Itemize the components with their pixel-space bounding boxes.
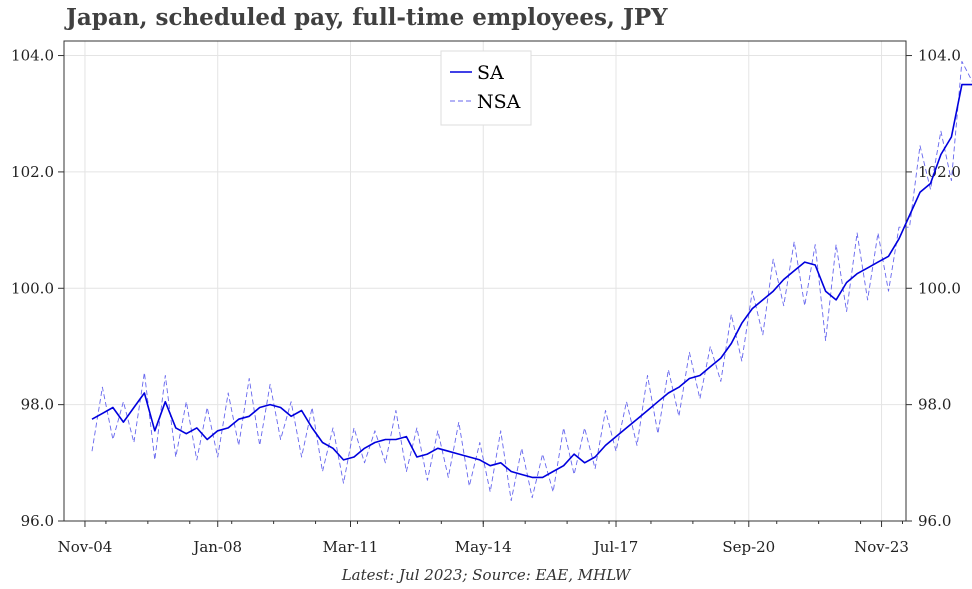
legend-box	[440, 50, 532, 126]
y-tick-label-right: 104.0	[918, 47, 961, 65]
y-tick-label-left: 96.0	[21, 512, 54, 530]
x-tick-label: May-14	[455, 538, 512, 556]
y-tick-label-left: 98.0	[21, 396, 54, 414]
axes: 96.0 96.0 98.0 98.0 100.0 100.0 102.0 102.0 104.…	[11, 47, 961, 556]
series-line-nsa	[91, 60, 972, 502]
legend-label-nsa: NSA	[477, 91, 521, 113]
y-tick-label-right: 98.0	[918, 396, 951, 414]
y-tick-label-right: 96.0	[918, 512, 951, 530]
y-tick-label-left: 104.0	[11, 47, 54, 65]
chart-title: Japan, scheduled pay, full-time employee…	[66, 4, 668, 31]
x-tick-label: Jan-08	[191, 538, 242, 556]
x-tick-label: Sep-20	[722, 538, 775, 556]
x-tick-label: Jul-17	[592, 538, 639, 556]
y-tick-label-left: 102.0	[11, 163, 54, 181]
y-tick-label-right: 100.0	[918, 279, 961, 297]
x-tick-label: Mar-11	[323, 538, 379, 556]
series-lines	[91, 60, 972, 502]
legend-label-sa: SA	[477, 62, 504, 84]
series-line-sa	[91, 83, 972, 479]
source-footnote: Latest: Jul 2023; Source: EAE, MHLW	[341, 566, 631, 584]
legend: SA NSA	[440, 50, 532, 126]
x-tick-label: Nov-23	[854, 538, 909, 556]
x-tick-label: Nov-04	[58, 538, 113, 556]
y-tick-label-right: 102.0	[918, 163, 961, 181]
y-tick-label-left: 100.0	[11, 279, 54, 297]
plot-frame	[63, 40, 907, 522]
